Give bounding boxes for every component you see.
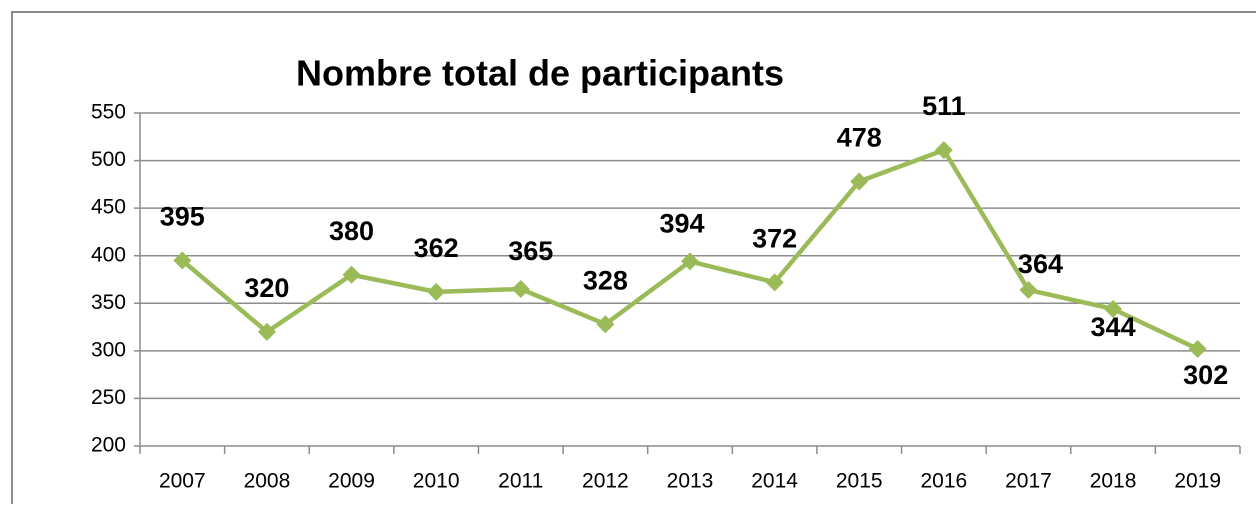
data-label: 320 — [244, 273, 289, 303]
data-label: 365 — [508, 236, 553, 266]
y-tick-label: 450 — [91, 196, 126, 219]
x-tick-label: 2007 — [159, 470, 206, 493]
y-tick-label: 300 — [91, 338, 126, 361]
y-tick-label: 200 — [91, 434, 126, 457]
marker — [1104, 299, 1123, 318]
x-tick-label: 2011 — [498, 470, 543, 493]
marker — [934, 141, 953, 160]
y-tick-label: 550 — [91, 101, 126, 124]
marker — [596, 315, 615, 334]
marker — [427, 282, 446, 301]
data-label: 511 — [922, 91, 966, 121]
marker — [511, 280, 530, 299]
x-tick-label: 2009 — [328, 470, 375, 493]
y-tick-label: 500 — [91, 148, 126, 171]
x-tick-label: 2014 — [751, 470, 798, 493]
marker — [1019, 280, 1038, 299]
data-label: 394 — [659, 209, 704, 239]
data-label: 380 — [329, 216, 374, 246]
x-tick-label: 2012 — [582, 470, 629, 493]
x-tick-label: 2018 — [1090, 470, 1137, 493]
marker — [1188, 339, 1207, 358]
x-tick-label: 2013 — [667, 470, 714, 493]
data-label: 395 — [160, 202, 205, 232]
marker — [765, 273, 784, 292]
data-label: 302 — [1183, 360, 1228, 390]
marker — [342, 265, 361, 284]
data-label: 478 — [837, 123, 882, 153]
y-tick-label: 250 — [91, 386, 126, 409]
y-tick-label: 400 — [91, 243, 126, 266]
marker — [173, 251, 192, 270]
x-tick-label: 2008 — [244, 470, 291, 493]
data-label: 344 — [1091, 312, 1136, 342]
marker — [850, 172, 869, 191]
x-tick-label: 2010 — [413, 470, 460, 493]
data-label: 364 — [1018, 249, 1063, 279]
x-tick-label: 2017 — [1005, 470, 1052, 493]
y-tick-label: 350 — [91, 291, 126, 314]
chart-frame — [11, 11, 1256, 509]
x-tick-label: 2016 — [920, 470, 967, 493]
marker — [257, 322, 276, 341]
data-label: 372 — [752, 223, 797, 253]
chart-title: Nombre total de participants — [296, 53, 784, 94]
data-label: 362 — [414, 233, 459, 263]
x-tick-label: 2019 — [1174, 470, 1221, 493]
x-tick-label: 2015 — [836, 470, 883, 493]
marker — [681, 252, 699, 271]
data-label: 328 — [583, 265, 628, 295]
